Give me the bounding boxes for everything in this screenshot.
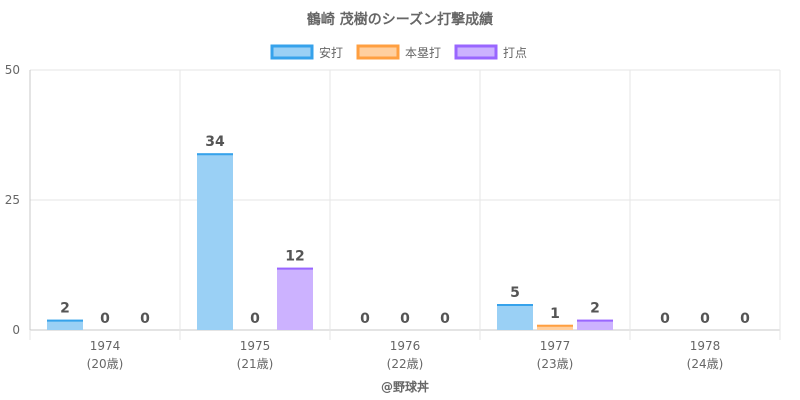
y-axis: 0 25 50 <box>5 63 20 337</box>
data-label: 0 <box>100 311 110 327</box>
x-tick-sublabel: (21歳) <box>237 357 274 371</box>
y-tick-label: 0 <box>12 323 20 337</box>
data-label: 2 <box>590 301 600 317</box>
bar <box>47 319 83 330</box>
bar <box>197 153 233 330</box>
data-label: 0 <box>740 311 750 327</box>
data-label: 34 <box>205 134 225 150</box>
data-label: 1 <box>550 306 560 322</box>
bar <box>537 324 573 330</box>
legend: 安打 本塁打 打点 <box>270 44 527 60</box>
data-label: 0 <box>250 311 260 327</box>
data-label: 0 <box>360 311 370 327</box>
bar <box>577 319 613 330</box>
data-label: 0 <box>140 311 150 327</box>
data-label: 2 <box>60 301 70 317</box>
bar <box>277 267 313 330</box>
legend-label: 安打 <box>319 45 343 60</box>
bars <box>47 153 613 330</box>
credit-label: @野球丼 <box>381 379 429 394</box>
grid <box>29 69 781 340</box>
legend-swatch <box>454 44 498 60</box>
data-label: 0 <box>400 311 410 327</box>
x-tick-sublabel: (24歳) <box>687 357 724 371</box>
x-axis: 1974 (20歳) 1975 (21歳) 1976 (22歳) 1977 (23歳) 1978… <box>87 339 724 371</box>
y-tick-label: 50 <box>5 63 20 77</box>
legend-label: 打点 <box>503 46 527 60</box>
x-tick-label: 1977 <box>540 339 571 353</box>
data-label: 5 <box>510 285 520 301</box>
x-tick-sublabel: (23歳) <box>537 357 574 371</box>
y-tick-label: 25 <box>5 193 20 207</box>
legend-label: 本塁打 <box>405 46 441 60</box>
x-tick-label: 1975 <box>240 339 271 353</box>
x-tick-label: 1978 <box>690 339 721 353</box>
chart-title: 鶴崎 茂樹のシーズン打撃成績 <box>307 11 493 28</box>
legend-swatch <box>270 44 314 60</box>
data-label: 0 <box>440 311 450 327</box>
data-label: 0 <box>660 311 670 327</box>
data-label: 0 <box>700 311 710 327</box>
x-tick-sublabel: (22歳) <box>387 357 424 371</box>
x-tick-label: 1974 <box>90 339 121 353</box>
bar <box>497 304 533 330</box>
data-label: 12 <box>285 249 304 265</box>
legend-swatch <box>356 44 400 60</box>
x-tick-label: 1976 <box>390 339 421 353</box>
x-tick-sublabel: (20歳) <box>87 357 124 371</box>
